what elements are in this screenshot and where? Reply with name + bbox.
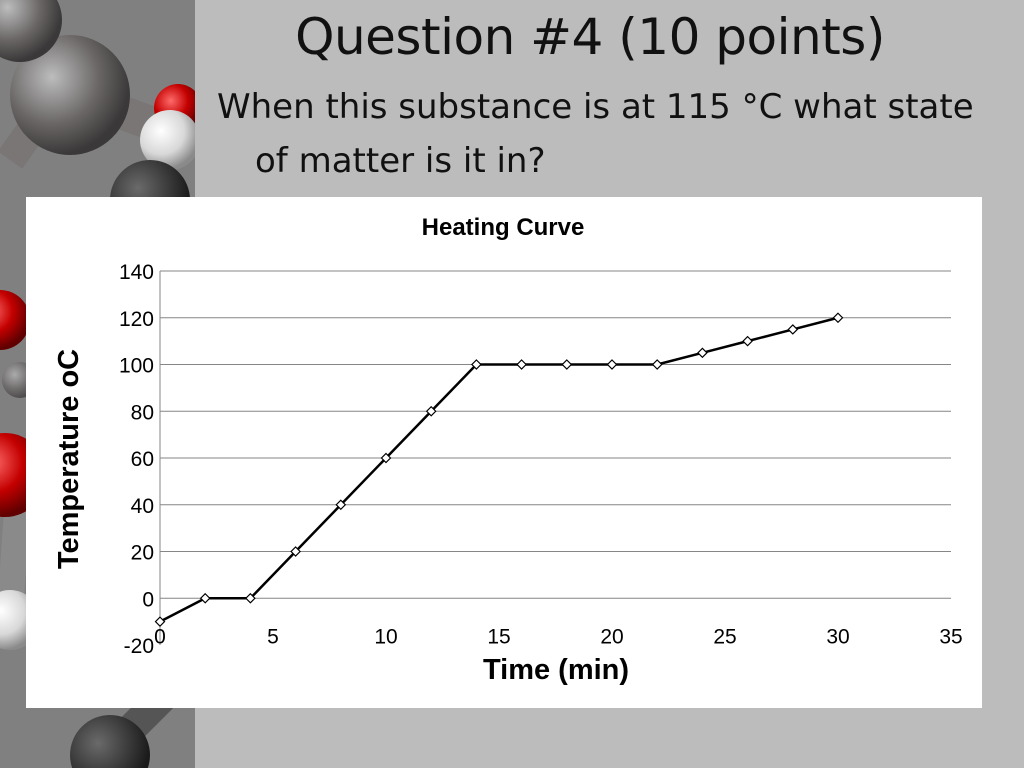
data-point-marker [651, 359, 663, 370]
data-point-marker [380, 452, 392, 464]
data-point-marker [697, 347, 708, 359]
chart-panel: Heating Curve -20 0 20 40 60 80 100 120 140 0 5 10… [26, 197, 982, 708]
y-tick-label: 40 [131, 495, 154, 518]
data-point-marker [245, 592, 256, 604]
data-point-marker [832, 312, 844, 324]
chart-title: Heating Curve [422, 214, 585, 241]
series-line [159, 316, 839, 623]
x-tick-label: 30 [826, 625, 849, 648]
y-tick-label: -20 [124, 635, 154, 658]
x-tick-label: 15 [487, 625, 510, 648]
x-tick-label: 35 [939, 625, 962, 648]
x-tick-labels: 0 5 10 15 20 25 30 35 [154, 625, 963, 648]
y-tick-label: 140 [119, 261, 154, 284]
data-point-marker [471, 359, 482, 370]
x-tick-label: 10 [374, 625, 397, 648]
data-point-marker [199, 592, 211, 604]
question-text-content: When this substance is at 115 °C what st… [217, 87, 974, 181]
y-tick-label: 20 [131, 542, 154, 565]
y-tick-label: 100 [119, 355, 154, 378]
data-point-marker [787, 324, 799, 335]
x-axis-title: Time (min) [483, 654, 629, 686]
x-tick-label: 20 [600, 625, 623, 648]
y-tick-label: 80 [131, 401, 154, 424]
y-tick-label: 0 [142, 588, 154, 611]
y-tick-label: 60 [131, 448, 154, 471]
slide-title: Question #4 (10 points) [295, 8, 885, 66]
data-point-marker [561, 359, 573, 370]
data-point-marker [742, 335, 753, 347]
x-tick-label: 25 [713, 625, 736, 648]
x-tick-label: 5 [267, 625, 279, 648]
data-point-marker [425, 405, 437, 417]
data-point-marker [606, 359, 618, 370]
y-tick-labels: -20 0 20 40 60 80 100 120 140 [119, 261, 154, 658]
data-point-marker [516, 359, 527, 370]
y-tick-label: 120 [119, 308, 154, 331]
x-tick-label: 0 [154, 625, 166, 648]
data-point-marker [154, 616, 166, 627]
question-text: When this substance is at 115 °C what st… [217, 80, 977, 188]
y-axis-title: Temperature oC [53, 349, 85, 569]
series-layer [154, 312, 844, 627]
data-point-marker [290, 546, 301, 557]
data-point-marker [335, 499, 347, 511]
